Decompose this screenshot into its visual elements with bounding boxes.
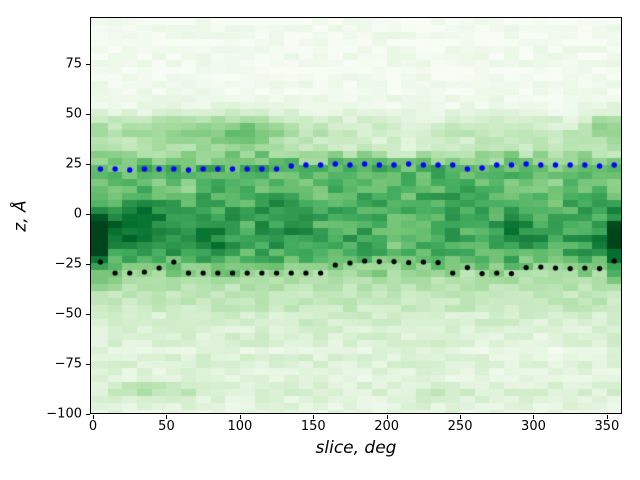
x-tick-label: 50 — [158, 419, 175, 434]
heatmap-canvas — [91, 18, 622, 414]
y-tick-label: −75 — [54, 356, 82, 372]
y-tick-mark — [86, 114, 90, 115]
x-tick-mark — [533, 415, 535, 419]
y-tick-label: 25 — [65, 156, 82, 172]
x-tick-label: 100 — [227, 419, 253, 434]
x-tick-label: 250 — [447, 419, 473, 434]
y-axis-label: z, Å — [11, 200, 31, 232]
x-tick-mark — [166, 415, 168, 419]
x-tick-mark — [239, 415, 241, 419]
x-tick-label: 200 — [374, 419, 400, 434]
y-tick-label: 50 — [65, 106, 82, 122]
y-tick-mark — [86, 414, 90, 415]
y-axis-label-wrap: z, Å — [10, 0, 32, 432]
x-axis-label: slice, deg — [315, 438, 397, 458]
y-tick-mark — [86, 64, 90, 65]
x-tick-mark — [606, 415, 608, 419]
y-tick-label: −50 — [54, 306, 82, 322]
y-tick-label: −100 — [46, 406, 82, 422]
x-tick-label: 0 — [88, 419, 98, 434]
x-tick-mark — [386, 415, 388, 419]
x-tick-label: 150 — [300, 419, 326, 434]
y-tick-mark — [86, 364, 90, 365]
x-tick-mark — [313, 415, 315, 419]
x-tick-label: 350 — [594, 419, 620, 434]
x-tick-label: 300 — [521, 419, 546, 434]
y-tick-label: −25 — [54, 256, 82, 272]
x-tick-mark — [93, 415, 95, 419]
y-tick-mark — [86, 314, 90, 315]
y-tick-mark — [86, 264, 90, 265]
x-tick-mark — [460, 415, 462, 419]
y-tick-label: 75 — [65, 56, 82, 72]
y-tick-mark — [86, 164, 90, 165]
y-tick-label: 0 — [73, 206, 82, 222]
y-tick-mark — [86, 214, 90, 215]
